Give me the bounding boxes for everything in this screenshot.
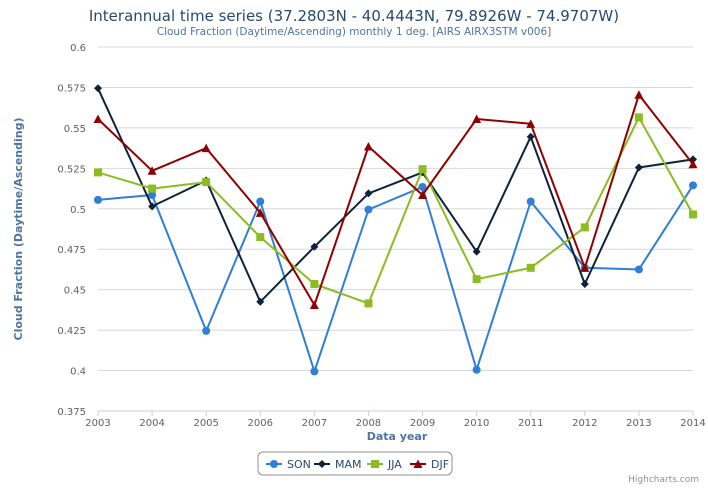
x-axis: 2003 2004 2005 2006 2007 2008 2009 2010 2011 2012… xyxy=(85,410,706,429)
data-point-djf[interactable] xyxy=(255,208,265,217)
y-tick-label: 0.6 xyxy=(70,43,86,54)
data-point-son[interactable] xyxy=(634,265,643,274)
series-line-mam[interactable] xyxy=(97,87,694,303)
data-point-son[interactable] xyxy=(148,191,157,200)
data-point-djf[interactable] xyxy=(688,159,698,169)
chart-title: Interannual time series (37.2803N - 40.4… xyxy=(89,7,619,25)
y-tick-label: 0.4 xyxy=(70,367,86,378)
data-point-mam[interactable] xyxy=(364,189,373,198)
data-point-djf[interactable] xyxy=(472,114,482,123)
x-tick-label: 2010 xyxy=(464,418,489,429)
data-point-son[interactable] xyxy=(256,197,265,206)
data-point-jja[interactable] xyxy=(689,210,697,219)
data-point-mam[interactable] xyxy=(634,163,643,172)
data-point-djf[interactable] xyxy=(363,141,373,151)
data-point-jja[interactable] xyxy=(418,165,427,174)
data-point-son[interactable] xyxy=(94,195,102,204)
data-point-son[interactable] xyxy=(418,182,427,191)
data-point-mam[interactable] xyxy=(472,247,481,256)
data-point-djf[interactable] xyxy=(580,263,590,272)
y-tick-label: 0.525 xyxy=(57,164,86,175)
legend-item-mam[interactable]: MAM xyxy=(314,458,362,471)
chart-subtitle: Cloud Fraction (Daytime/Ascending) month… xyxy=(157,26,552,38)
data-point-jja[interactable] xyxy=(634,113,643,122)
x-axis-title: Data year xyxy=(367,430,428,443)
x-tick-label: 2012 xyxy=(572,418,597,429)
legend-item-son[interactable]: SON xyxy=(266,458,311,471)
data-point-jja[interactable] xyxy=(202,178,211,187)
y-tick-label: 0.425 xyxy=(57,326,86,337)
x-tick-label: 2005 xyxy=(193,418,218,429)
data-point-djf[interactable] xyxy=(147,166,157,175)
y-tick-label: 0.45 xyxy=(64,286,86,297)
legend-label-jja: JJA xyxy=(387,458,402,471)
data-point-son[interactable] xyxy=(310,367,319,376)
legend-box xyxy=(257,451,453,476)
x-tick-label: 2004 xyxy=(139,418,164,429)
series-djf xyxy=(93,90,698,310)
y-tick-label: 0.375 xyxy=(57,407,86,418)
data-point-jja[interactable] xyxy=(364,299,373,308)
data-point-son[interactable] xyxy=(526,197,535,206)
y-axis-title: Cloud Fraction (Daytime/Ascending) xyxy=(12,118,25,341)
data-point-jja[interactable] xyxy=(472,275,481,284)
y-axis-ticks: 0.375 0.4 0.425 0.45 0.475 0.5 0.525 0.55 0.575 0… xyxy=(57,43,86,418)
data-point-mam[interactable] xyxy=(580,280,589,289)
data-point-djf[interactable] xyxy=(93,114,103,123)
legend-item-djf[interactable]: DJF xyxy=(410,458,449,471)
x-tick-label: 2009 xyxy=(410,418,435,429)
series-jja xyxy=(94,113,697,308)
series-line-son[interactable] xyxy=(97,184,694,373)
data-point-jja[interactable] xyxy=(580,223,589,232)
y-tick-label: 0.575 xyxy=(57,83,86,94)
data-point-son[interactable] xyxy=(202,326,211,335)
legend-marker-mam[interactable] xyxy=(318,460,326,468)
data-point-jja[interactable] xyxy=(94,168,102,177)
y-tick-label: 0.475 xyxy=(57,245,86,256)
x-tick-label: 2014 xyxy=(680,418,705,429)
x-tick-label: 2013 xyxy=(626,418,651,429)
series-line-jja[interactable] xyxy=(97,116,694,305)
gridlines xyxy=(98,46,693,412)
data-point-djf[interactable] xyxy=(201,143,211,153)
data-point-mam[interactable] xyxy=(148,202,157,211)
credits-label[interactable]: Highcharts.com xyxy=(628,475,699,485)
data-point-mam[interactable] xyxy=(94,84,102,93)
x-tick-label: 2006 xyxy=(248,418,273,429)
legend-marker-djf[interactable] xyxy=(413,459,423,469)
plot-area xyxy=(93,84,698,376)
x-tick-label: 2007 xyxy=(302,418,327,429)
data-point-djf[interactable] xyxy=(526,119,536,128)
legend-label-son: SON xyxy=(287,458,311,471)
x-tick-label: 2003 xyxy=(85,418,110,429)
data-point-mam[interactable] xyxy=(256,297,265,306)
data-point-son[interactable] xyxy=(472,365,481,374)
x-tick-label: 2008 xyxy=(356,418,381,429)
data-point-djf[interactable] xyxy=(309,300,319,310)
y-tick-label: 0.55 xyxy=(64,124,86,135)
data-point-mam[interactable] xyxy=(310,242,319,251)
data-point-son[interactable] xyxy=(364,205,373,214)
data-point-djf[interactable] xyxy=(418,190,428,200)
series-line-djf[interactable] xyxy=(97,93,694,306)
legend-marker-jja[interactable] xyxy=(371,460,379,468)
legend-item-jja[interactable]: JJA xyxy=(367,458,402,471)
legend-label-mam: MAM xyxy=(335,458,362,471)
y-tick-label: 0.5 xyxy=(70,205,86,216)
legend-marker-son[interactable] xyxy=(270,460,278,468)
data-point-jja[interactable] xyxy=(256,233,265,242)
x-tick-label: 2011 xyxy=(518,418,543,429)
data-point-djf[interactable] xyxy=(634,90,644,99)
data-point-jja[interactable] xyxy=(310,280,319,289)
legend: SON MAM JJA DJF xyxy=(257,451,453,476)
legend-label-djf: DJF xyxy=(431,458,449,471)
series-son xyxy=(94,181,697,376)
data-point-jja[interactable] xyxy=(526,263,535,272)
data-point-jja[interactable] xyxy=(148,184,157,193)
data-point-son[interactable] xyxy=(689,181,697,190)
data-point-mam[interactable] xyxy=(526,132,535,141)
